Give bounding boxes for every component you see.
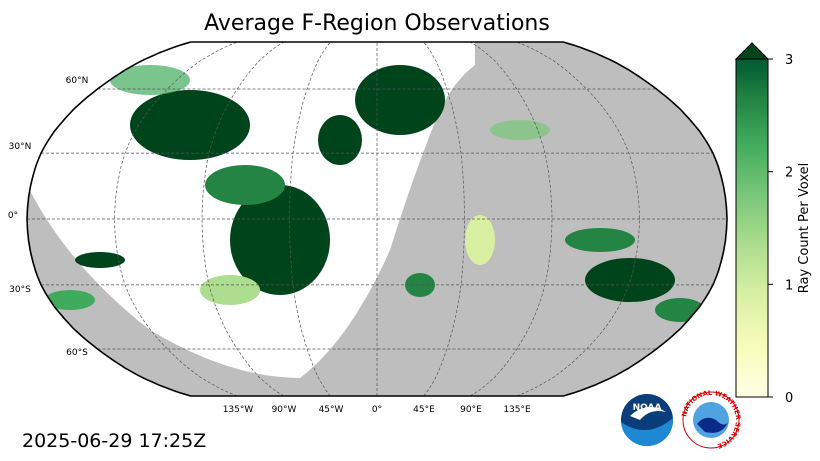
longitude-label: 45°E [413, 405, 435, 415]
longitude-label: 90°E [460, 405, 482, 415]
map-title: Average F-Region Observations [204, 11, 550, 36]
latitude-label: 30°N [9, 142, 32, 152]
nws-logo: NATIONAL WEATHER SERVICE [680, 389, 742, 450]
noaa-text: NOAA [633, 403, 662, 413]
colorbar-label: Ray Count Per Voxel [797, 163, 812, 293]
colorbar-ramp [735, 58, 769, 398]
observation-coverage [45, 65, 705, 322]
latitude-label: 60°S [66, 348, 88, 358]
meridian [201, 42, 285, 396]
colorbar-tick-label: 0 [785, 391, 793, 406]
longitude-label: 135°W [223, 405, 254, 415]
globe-outline [26, 41, 728, 397]
longitude-label: 0° [372, 405, 382, 415]
colorbar-tick-label: 2 [785, 166, 793, 181]
meridian [423, 42, 465, 396]
timestamp: 2025-06-29 17:25Z [22, 430, 206, 452]
latitude-label: 60°N [66, 76, 89, 86]
longitude-label: 90°W [272, 405, 297, 415]
latitude-label: 30°S [9, 285, 31, 295]
meridian [289, 42, 331, 396]
colorbar-tick-label: 3 [785, 53, 793, 68]
longitude-label: 45°W [319, 405, 344, 415]
longitude-label: 135°E [503, 405, 531, 415]
meridian [469, 42, 553, 396]
noaa-logo: NOAA [621, 394, 674, 447]
graticule [27, 42, 727, 396]
colorbar: 0 1 2 3 [734, 42, 793, 406]
colorbar-tick-label: 1 [785, 278, 793, 293]
latitude-label: 0° [8, 211, 18, 221]
colorbar-extension [734, 42, 770, 60]
